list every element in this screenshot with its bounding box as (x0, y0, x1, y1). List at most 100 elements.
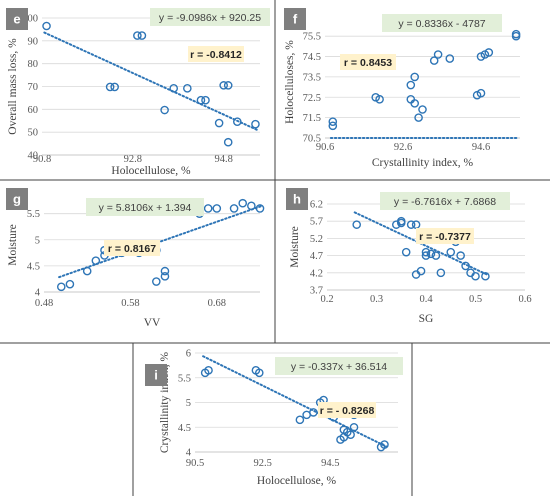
data-point (223, 137, 233, 147)
chart-panel-h: 3.7 4.2 4.7 5.2 5.7 6.2 0.2 0.3 0.4 0.5 0.6 SG Moist… (286, 188, 532, 325)
data-point (42, 21, 51, 31)
data-point (232, 117, 242, 126)
data-point (471, 271, 480, 281)
x-tick-label: 0.5 (469, 294, 482, 305)
data-point (105, 82, 115, 92)
x-tick-label: 0.6 (518, 294, 531, 305)
y-tick-label: 5.7 (310, 217, 323, 228)
y-axis-label: Moisture (7, 224, 19, 266)
data-point (328, 117, 338, 127)
data-point (169, 84, 179, 93)
data-point (254, 368, 264, 378)
data-point (229, 204, 239, 213)
y-tick-label: 5 (35, 235, 40, 246)
y-tick-label: 74.5 (303, 52, 321, 63)
data-point (201, 95, 210, 105)
data-point (511, 29, 521, 39)
r-value: r = -0.8412 (190, 49, 242, 61)
trendline (58, 204, 264, 279)
data-point (352, 220, 362, 229)
data-point (445, 54, 455, 63)
data-point (426, 249, 436, 259)
chart-panel-g: 4 4.5 5 5.5 0.48 0.58 0.68 VV Moisture y = 5.8106… (6, 188, 265, 329)
y-tick-label: 5 (186, 398, 191, 409)
x-axis-label: Holocellulose, % (111, 165, 191, 177)
r-value-box (104, 240, 160, 256)
panel-label-badge (6, 188, 28, 210)
equation-box (150, 8, 270, 26)
x-axis-label: SG (419, 313, 434, 325)
y-tick-label: 80 (28, 59, 39, 70)
data-point (414, 113, 423, 122)
trendline (202, 355, 388, 448)
y-axis-label: Holocelluloses, % (284, 40, 296, 124)
y-tick-label: 6.2 (310, 200, 323, 211)
data-point (421, 247, 431, 257)
data-point (203, 204, 213, 213)
data-point (204, 366, 213, 375)
data-point (91, 256, 101, 265)
data-point (380, 440, 389, 449)
panel-label: f (293, 12, 298, 27)
chart-panel-f: 70.5 71.5 72.5 73.5 74.5 75.5 90.6 92.6 94.6 Crys… (284, 8, 521, 169)
r-value: r = -0.7377 (419, 231, 471, 243)
y-tick-label: 5.2 (310, 234, 323, 245)
data-point (436, 268, 446, 278)
data-point (411, 220, 421, 229)
panel-label: g (13, 192, 21, 207)
data-point (133, 31, 142, 40)
chart-panel-e: 40 50 60 70 80 90 100 90.8 92.8 94.8 Holocellulose… (6, 8, 270, 177)
data-point (346, 430, 355, 439)
trendline-equation: y = -0.337x + 36.514 (291, 361, 387, 373)
r-value-box (318, 402, 376, 418)
data-point (255, 204, 265, 213)
data-point (328, 121, 338, 131)
equation-box (382, 14, 502, 32)
x-axis-label: Holocellulose, % (257, 475, 337, 487)
x-tick-label: 94.8 (214, 154, 232, 165)
data-point (82, 266, 92, 276)
data-point (56, 282, 66, 292)
y-tick-label: 71.5 (303, 113, 321, 124)
y-axis-label: Overall mass loss, % (7, 38, 19, 135)
data-point (223, 81, 233, 90)
y-tick-label: 5.5 (178, 373, 191, 384)
equation-box (380, 192, 510, 210)
data-point (160, 266, 170, 276)
data-point (152, 277, 161, 286)
data-point (406, 80, 416, 90)
x-tick-label: 92.6 (394, 142, 412, 153)
data-point (110, 82, 119, 92)
y-tick-label: 72.5 (303, 93, 321, 104)
data-point (295, 415, 305, 425)
trendline-equation: y = -9.0986x + 920.25 (159, 12, 261, 24)
panel-label-badge (145, 364, 167, 386)
r-value-box (188, 46, 244, 62)
y-tick-label: 70 (28, 82, 39, 93)
data-point (456, 251, 465, 260)
data-point (137, 31, 147, 40)
x-tick-label: 90.6 (316, 142, 334, 153)
data-point (214, 118, 224, 128)
data-point (219, 81, 228, 90)
x-tick-label: 94.6 (472, 142, 490, 153)
data-point (251, 119, 260, 129)
x-tick-label: 90.5 (186, 458, 204, 469)
r-value-box (340, 54, 396, 70)
data-point (461, 261, 470, 271)
data-point (433, 50, 443, 59)
data-point (401, 247, 411, 257)
y-tick-label: 70.5 (303, 134, 321, 145)
y-tick-label: 6 (186, 349, 191, 360)
x-tick-label: 0.48 (35, 298, 53, 309)
x-tick-label: 92.5 (253, 458, 271, 469)
y-tick-label: 40 (28, 151, 39, 162)
y-tick-label: 4.5 (178, 423, 191, 434)
data-point (418, 105, 427, 114)
y-tick-label: 4.7 (310, 251, 323, 262)
data-point (431, 251, 441, 260)
r-value: r = 0.8167 (108, 243, 156, 255)
trendline (43, 31, 259, 132)
panel-label: e (13, 12, 20, 27)
